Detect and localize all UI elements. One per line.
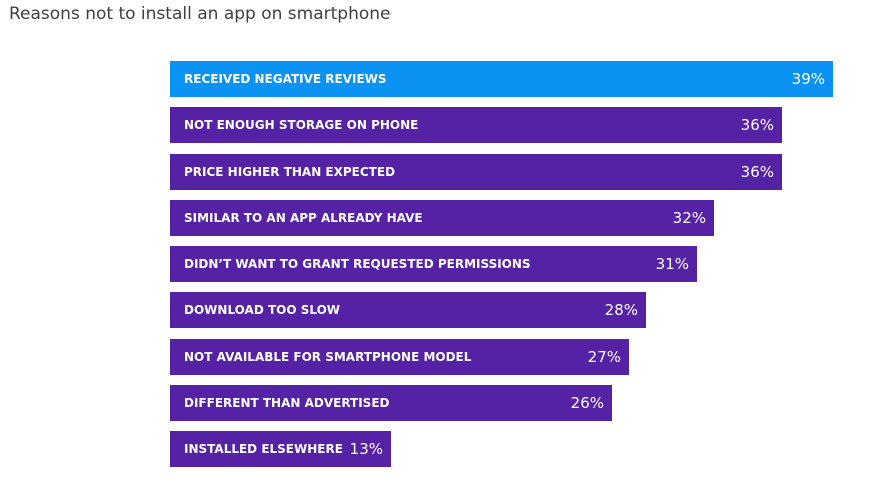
bar-value-label: 36% (740, 163, 774, 181)
bar-category-label: NOT AVAILABLE FOR SMARTPHONE MODEL (184, 350, 472, 364)
bar-value-label: 13% (349, 440, 383, 458)
bar-category-label: RECEIVED NEGATIVE REVIEWS (184, 72, 387, 86)
chart-title: Reasons not to install an app on smartph… (9, 4, 391, 24)
bar-value-label: 27% (587, 348, 621, 366)
bar-category-label: DIFFERENT THAN ADVERTISED (184, 396, 390, 410)
bar-category-label: NOT ENOUGH STORAGE ON PHONE (184, 118, 419, 132)
bar: INSTALLED ELSEWHERE 13% (170, 431, 391, 467)
bar-category-label: PRICE HIGHER THAN EXPECTED (184, 165, 396, 179)
bar: NOT AVAILABLE FOR SMARTPHONE MODEL 27% (170, 339, 629, 375)
bar: SIMILAR TO AN APP ALREADY HAVE 32% (170, 200, 714, 236)
bar-category-label: SIMILAR TO AN APP ALREADY HAVE (184, 211, 423, 225)
bar-value-label: 36% (740, 116, 774, 134)
bar: NOT ENOUGH STORAGE ON PHONE 36% (170, 107, 782, 143)
bar: PRICE HIGHER THAN EXPECTED 36% (170, 154, 782, 190)
bar-value-label: 31% (655, 255, 689, 273)
bar: DIDN’T WANT TO GRANT REQUESTED PERMISSIO… (170, 246, 697, 282)
bar-value-label: 28% (604, 301, 638, 319)
bar-value-label: 39% (791, 70, 825, 88)
bar-value-label: 26% (570, 394, 604, 412)
bar-category-label: DIDN’T WANT TO GRANT REQUESTED PERMISSIO… (184, 257, 531, 271)
bar-category-label: INSTALLED ELSEWHERE (184, 442, 343, 456)
bar: RECEIVED NEGATIVE REVIEWS 39% (170, 61, 833, 97)
bar-category-label: DOWNLOAD TOO SLOW (184, 303, 341, 317)
bar-value-label: 32% (672, 209, 706, 227)
bar: DOWNLOAD TOO SLOW 28% (170, 292, 646, 328)
bar: DIFFERENT THAN ADVERTISED 26% (170, 385, 612, 421)
